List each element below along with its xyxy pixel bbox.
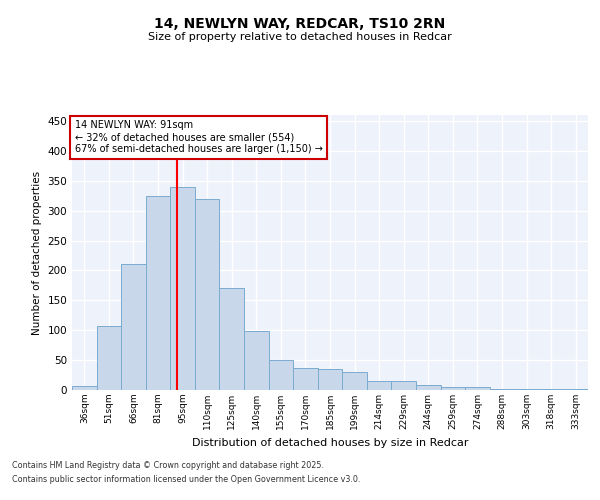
Bar <box>146 196 170 390</box>
Bar <box>269 360 293 390</box>
Text: Contains HM Land Registry data © Crown copyright and database right 2025.: Contains HM Land Registry data © Crown c… <box>12 460 324 469</box>
Bar <box>490 389 514 390</box>
Bar <box>342 372 367 390</box>
Bar <box>318 369 342 390</box>
Bar <box>367 381 391 390</box>
Bar <box>293 368 318 390</box>
Bar <box>465 387 490 390</box>
Text: Distribution of detached houses by size in Redcar: Distribution of detached houses by size … <box>192 438 468 448</box>
Text: Contains public sector information licensed under the Open Government Licence v3: Contains public sector information licen… <box>12 476 361 484</box>
Bar <box>440 387 465 390</box>
Bar <box>391 381 416 390</box>
Bar <box>220 288 244 390</box>
Y-axis label: Number of detached properties: Number of detached properties <box>32 170 42 334</box>
Bar <box>72 386 97 390</box>
Bar <box>195 198 220 390</box>
Bar <box>121 264 146 390</box>
Bar <box>244 332 269 390</box>
Bar <box>97 326 121 390</box>
Text: 14 NEWLYN WAY: 91sqm
← 32% of detached houses are smaller (554)
67% of semi-deta: 14 NEWLYN WAY: 91sqm ← 32% of detached h… <box>74 120 322 154</box>
Bar <box>416 384 440 390</box>
Bar <box>170 186 195 390</box>
Text: 14, NEWLYN WAY, REDCAR, TS10 2RN: 14, NEWLYN WAY, REDCAR, TS10 2RN <box>154 18 446 32</box>
Text: Size of property relative to detached houses in Redcar: Size of property relative to detached ho… <box>148 32 452 42</box>
